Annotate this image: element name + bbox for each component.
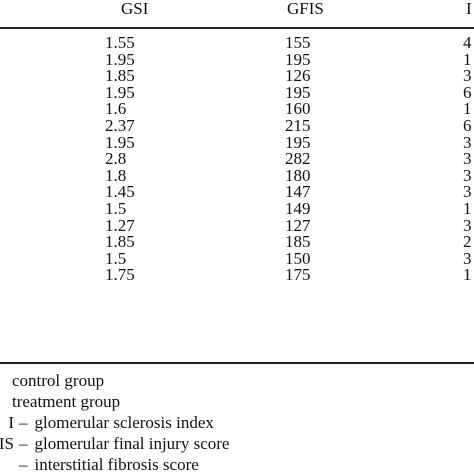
last-cell: 3 [463, 248, 472, 268]
footnote-definition: glomerular sclerosis index [34, 413, 214, 432]
last-cell: 2 [463, 232, 472, 252]
gfis-cell: 147 [285, 182, 311, 202]
gfis-cell: 150 [285, 248, 311, 268]
table-row: 1.75 175 1 [0, 267, 474, 284]
last-cell: 3 [463, 182, 472, 202]
gsi-cell: 1.55 [105, 33, 135, 52]
last-cell: 1 [463, 198, 472, 218]
table-row: 1.45 147 3 [0, 184, 474, 201]
footnote: control group [0, 370, 474, 391]
table-row: 1.6 160 1 [0, 101, 474, 118]
last-cell: 6 [463, 115, 472, 135]
table-row: 1.95 195 3 [0, 132, 474, 152]
last-cell: 3 [463, 132, 472, 152]
table-row: 1.5 149 1 [0, 198, 474, 218]
table-row: 1.85 126 3 [0, 66, 474, 86]
footnote-definition: control group [12, 371, 105, 390]
gfis-cell: 175 [285, 265, 311, 285]
gsi-cell: 1.95 [105, 82, 135, 102]
table-row: 2.37 215 6 [0, 115, 474, 135]
gfis-cell: 195 [285, 49, 311, 69]
last-cell: 3 [463, 215, 472, 235]
footnote-text: – glomerular sclerosis index [12, 412, 214, 433]
gsi-cell: 1.8 [105, 165, 127, 185]
footnote-text: – interstitial fibrosis score [12, 454, 199, 474]
gsi-cell: 2.8 [105, 149, 127, 169]
header-rule [0, 27, 474, 29]
gsi-cell: 2.37 [105, 115, 135, 135]
last-cell: 3 [463, 165, 472, 185]
last-cell: 1 [463, 265, 472, 285]
footnote-text: – glomerular final injury score [12, 433, 229, 454]
footnote-text: control group [12, 370, 104, 391]
gfis-cell: 127 [285, 215, 311, 235]
gsi-cell: 1.6 [105, 99, 127, 119]
gsi-cell: 1.27 [105, 215, 135, 235]
gfis-cell: 160 [285, 99, 311, 119]
table-footnotes: control group treatment group I – glomerular… [0, 370, 474, 474]
table-row: 1.8 180 3 [0, 165, 474, 185]
footnote: IS – glomerular final injury score [0, 433, 474, 454]
last-cell: 1 [463, 99, 472, 119]
gfis-cell: 126 [285, 66, 311, 86]
gsi-cell: 1.5 [105, 248, 127, 268]
column-header-gsi: GSI [121, 0, 149, 18]
gsi-cell: 1.5 [105, 198, 127, 218]
footnote: – interstitial fibrosis score [0, 454, 474, 474]
column-header-last: I [466, 0, 472, 18]
gfis-cell: 215 [285, 115, 311, 135]
table-row: 1.95 195 6 [0, 82, 474, 102]
gfis-cell: 282 [285, 149, 311, 169]
footnote: I – glomerular sclerosis index [0, 412, 474, 433]
table-row: 1.27 127 3 [0, 215, 474, 235]
footnote-abbreviation: I [8, 413, 14, 432]
last-cell: 6 [463, 82, 472, 102]
last-cell: 3 [463, 149, 472, 169]
gfis-cell: 180 [285, 165, 311, 185]
footnote-definition: interstitial fibrosis score [34, 455, 199, 474]
footnote-abbreviation: IS [0, 434, 14, 453]
gfis-cell: 155 [285, 33, 311, 52]
table-row: 2.8 282 3 [0, 149, 474, 169]
footnote-dash: – [19, 413, 28, 432]
footnote-dash: – [19, 434, 28, 453]
gsi-cell: 1.75 [105, 265, 135, 285]
table-row: 1.55 155 4 [0, 33, 474, 52]
column-header-gfis: GFIS [287, 0, 324, 18]
table-body: 1.55 155 4 1.95 195 1 1.85 126 3 1.95 195 6 1.6 160 1 2… [0, 33, 474, 284]
footnote-text: treatment group [12, 391, 120, 412]
gsi-cell: 1.95 [105, 132, 135, 152]
footnote-definition: treatment group [12, 392, 121, 411]
last-cell: 1 [463, 49, 472, 69]
gfis-cell: 185 [285, 232, 311, 252]
table-row: 1.5 150 3 [0, 248, 474, 268]
gsi-cell: 1.85 [105, 232, 135, 252]
footnote-dash: – [19, 455, 28, 474]
footnote-definition: glomerular final injury score [34, 434, 230, 453]
gfis-cell: 195 [285, 82, 311, 102]
footnote: treatment group [0, 391, 474, 412]
gsi-cell: 1.45 [105, 182, 135, 202]
table-row: 1.85 185 2 [0, 232, 474, 252]
last-cell: 4 [463, 33, 472, 52]
gsi-cell: 1.95 [105, 49, 135, 69]
gfis-cell: 195 [285, 132, 311, 152]
last-cell: 3 [463, 66, 472, 86]
bottom-rule [0, 362, 474, 364]
gsi-cell: 1.85 [105, 66, 135, 86]
table-row: 1.95 195 1 [0, 49, 474, 69]
gfis-cell: 149 [285, 198, 311, 218]
